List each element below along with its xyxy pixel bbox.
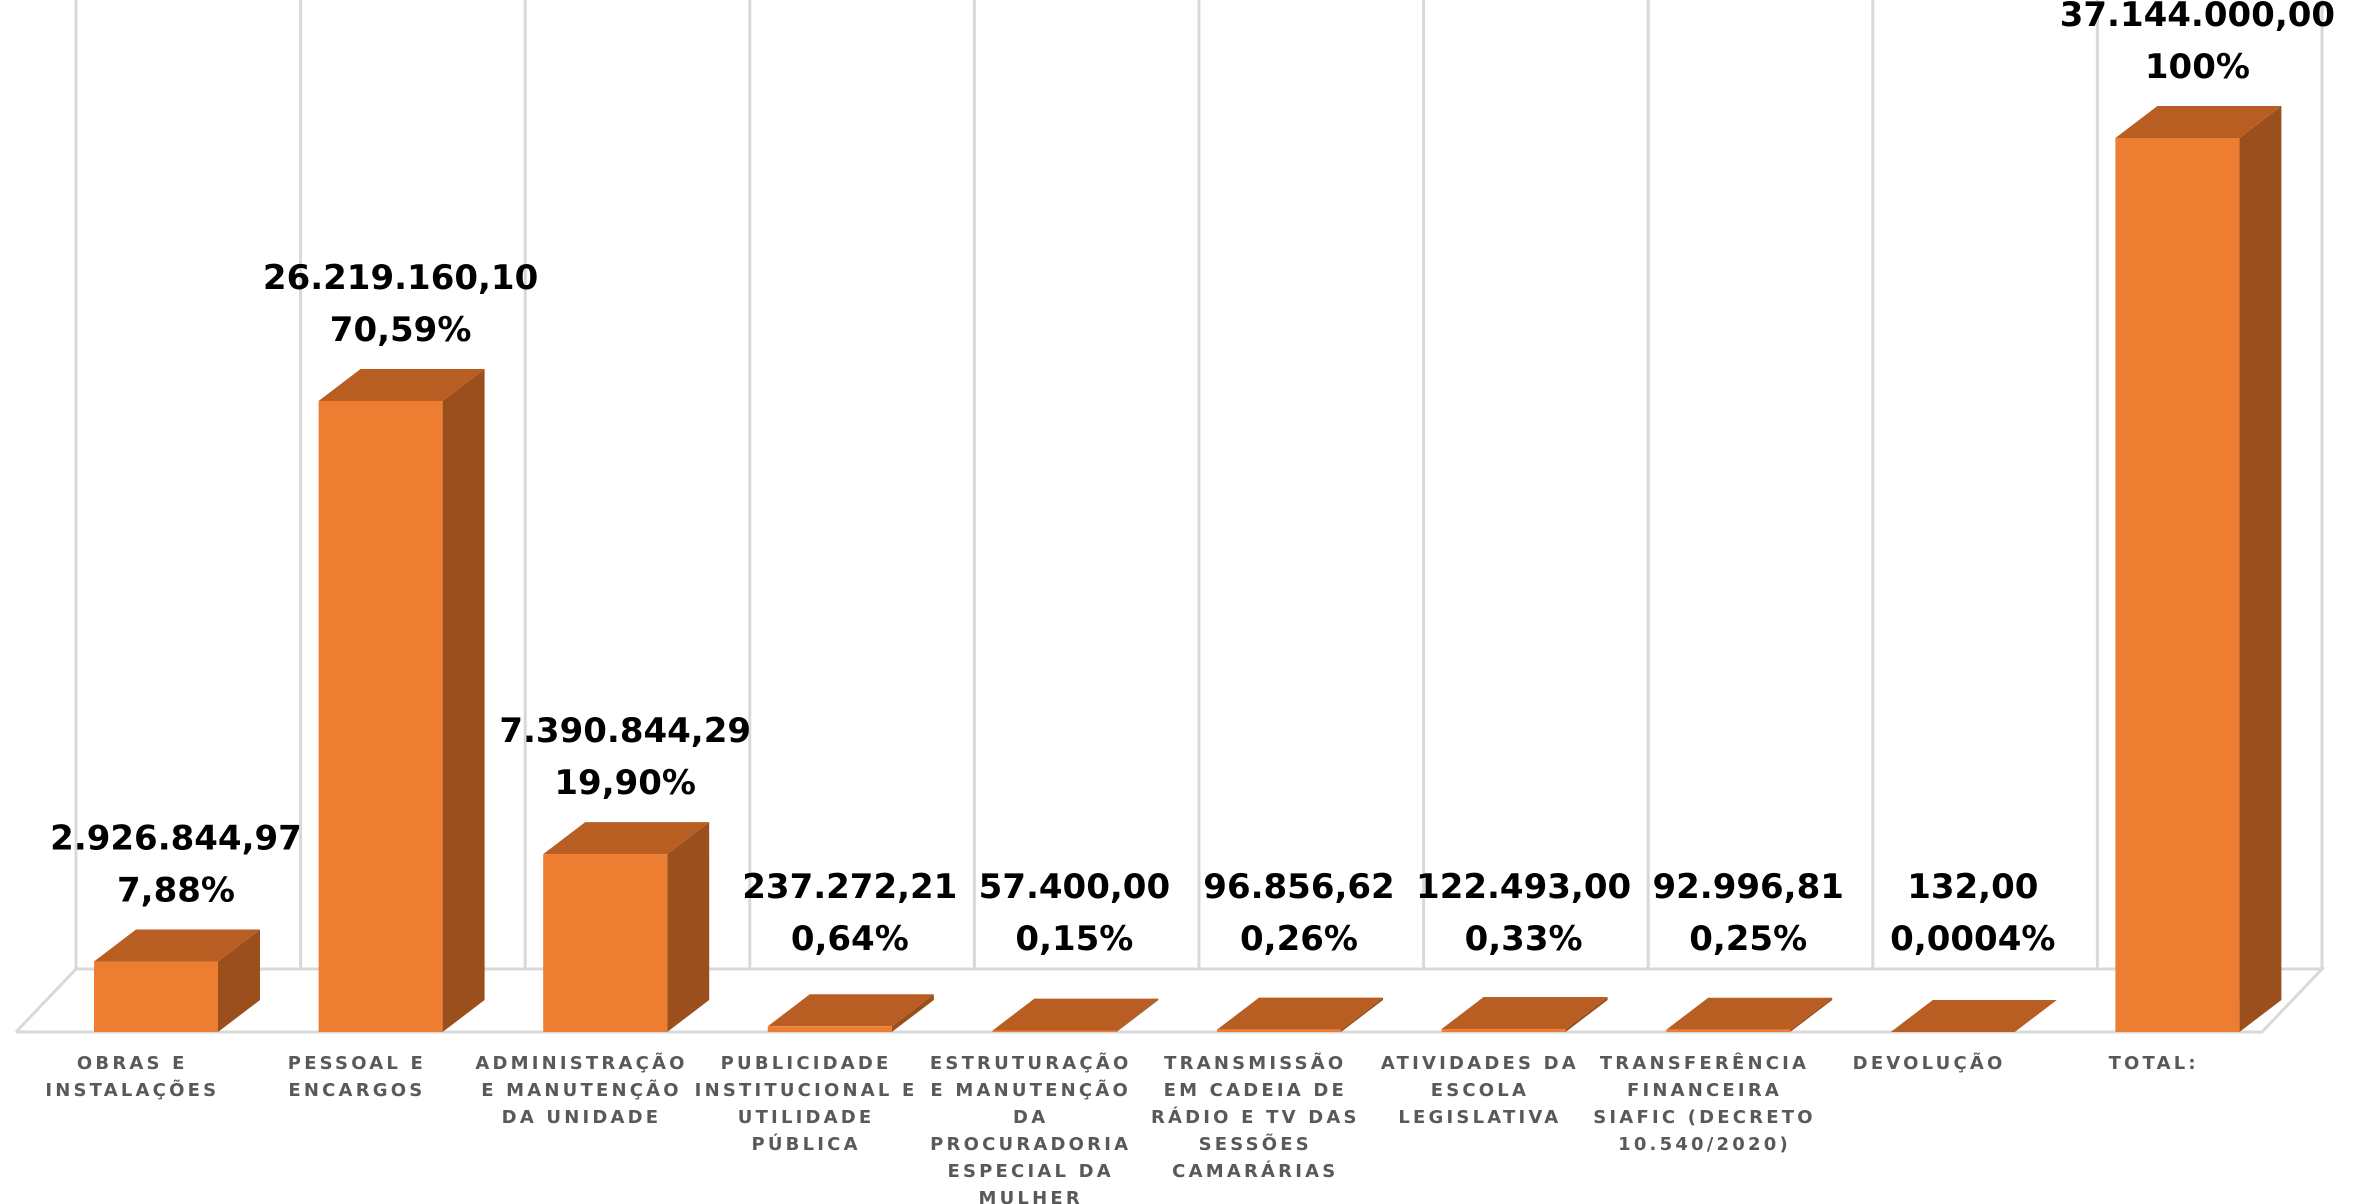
- category-label: ESCOLA: [1431, 1080, 1529, 1101]
- bar-side-face: [2014, 999, 2057, 1032]
- bar-top-face: [992, 998, 1159, 1031]
- category-label: ATIVIDADES DA: [1381, 1053, 1579, 1074]
- bar: [1217, 1029, 1341, 1032]
- category-label: PESSOAL E: [288, 1053, 426, 1074]
- data-label-value: 132,00: [1907, 867, 2038, 907]
- category-label: INSTITUCIONAL E: [695, 1080, 918, 1101]
- bar-top-face: [2115, 106, 2282, 138]
- category-label: CAMARÁRIAS: [1172, 1160, 1338, 1182]
- bar-side-face: [2239, 106, 2282, 1032]
- bar: [2115, 138, 2240, 1032]
- category-label: PÚBLICA: [751, 1133, 860, 1155]
- data-label-percent: 0,26%: [1240, 919, 1358, 959]
- category-label: 10.540/2020): [1618, 1134, 1791, 1155]
- bar-side-face: [442, 368, 485, 1032]
- category-label: ESTRUTURAÇÃO: [930, 1051, 1132, 1074]
- bar-top-face: [1217, 997, 1383, 1030]
- bar: [767, 1026, 892, 1032]
- category-label: TOTAL:: [2109, 1053, 2199, 1074]
- data-label-percent: 100%: [2145, 47, 2250, 87]
- bar-side-face: [1790, 997, 1833, 1032]
- data-label-value: 92.996,81: [1652, 867, 1843, 907]
- data-labels-group: 2.926.844,97 7,88% 26.219.160,10 70,59% 7.39…: [50, 0, 2335, 959]
- bar-top-face: [767, 994, 934, 1027]
- bar: [992, 1030, 1117, 1032]
- bar-top-face: [318, 368, 485, 401]
- category-label: E MANUTENÇÃO: [481, 1078, 682, 1101]
- data-label-percent: 0,25%: [1689, 919, 1807, 959]
- bar-side-face: [218, 929, 260, 1032]
- category-label: DA: [1013, 1107, 1048, 1128]
- category-label: OBRAS E: [77, 1053, 188, 1074]
- bar: [94, 961, 218, 1032]
- category-label: SESSÕES: [1199, 1132, 1312, 1155]
- category-label: FINANCEIRA: [1627, 1080, 1782, 1101]
- data-label-percent: 0,15%: [1015, 919, 1133, 959]
- bars-group: [94, 106, 2282, 1032]
- bar: [543, 854, 668, 1032]
- data-label-percent: 0,64%: [791, 919, 909, 959]
- data-label-percent: 19,90%: [554, 763, 696, 803]
- data-label-percent: 70,59%: [330, 310, 472, 350]
- bar-side-face: [667, 822, 710, 1032]
- category-label: SIAFIC (DECRETO: [1593, 1107, 1815, 1128]
- data-label-value: 57.400,00: [979, 867, 1170, 907]
- data-label-value: 37.144.000,00: [2060, 0, 2335, 35]
- bar-top-face: [543, 822, 710, 855]
- data-label-value: 26.219.160,10: [263, 258, 538, 298]
- bar-side-face: [1116, 998, 1159, 1032]
- bar-top-face: [1441, 997, 1608, 1030]
- data-label-percent: 7,88%: [117, 871, 235, 911]
- data-label-value: 237.272,21: [742, 867, 957, 907]
- data-label-value: 122.493,00: [1416, 867, 1631, 907]
- data-label-percent: 0,33%: [1465, 919, 1583, 959]
- category-label: INSTALAÇÕES: [45, 1078, 219, 1101]
- bar-top-face: [1890, 999, 2057, 1032]
- bar-top-face: [94, 929, 260, 962]
- category-label: MULHER: [978, 1188, 1082, 1204]
- data-label-value: 7.390.844,29: [499, 711, 751, 751]
- category-label: UTILIDADE: [738, 1107, 875, 1128]
- bar-side-face: [891, 994, 934, 1032]
- bar: [1441, 1029, 1566, 1032]
- category-label: ENCARGOS: [288, 1080, 425, 1101]
- bar-side-face: [1341, 997, 1383, 1032]
- category-label: ESPECIAL DA: [947, 1161, 1113, 1182]
- data-label-percent: 0,0004%: [1890, 919, 2055, 959]
- category-label: E MANUTENÇÃO: [930, 1078, 1131, 1101]
- category-labels-group: OBRAS E INSTALAÇÕES PESSOAL E ENCARGOS ADMIN…: [45, 1051, 2199, 1204]
- data-label-value: 96.856,62: [1203, 867, 1394, 907]
- category-label: TRANSFERÊNCIA: [1600, 1052, 1809, 1074]
- data-label-value: 2.926.844,97: [50, 819, 302, 859]
- category-label: DA UNIDADE: [502, 1107, 662, 1128]
- category-label: PROCURADORIA: [930, 1134, 1131, 1155]
- bar: [1666, 1029, 1791, 1032]
- category-label: PUBLICIDADE: [721, 1053, 892, 1074]
- category-label: TRANSMISSÃO: [1164, 1051, 1346, 1074]
- category-label: RÁDIO E TV DAS: [1151, 1106, 1360, 1128]
- bar: [318, 400, 443, 1032]
- category-label: EM CADEIA DE: [1164, 1080, 1347, 1101]
- bar-side-face: [1565, 997, 1608, 1032]
- category-label: LEGISLATIVA: [1398, 1107, 1561, 1128]
- category-label: DEVOLUÇÃO: [1853, 1051, 2006, 1074]
- chart-gridlines: [74, 0, 2324, 969]
- bar-top-face: [1666, 997, 1833, 1030]
- category-label: ADMINISTRAÇÃO: [475, 1051, 687, 1074]
